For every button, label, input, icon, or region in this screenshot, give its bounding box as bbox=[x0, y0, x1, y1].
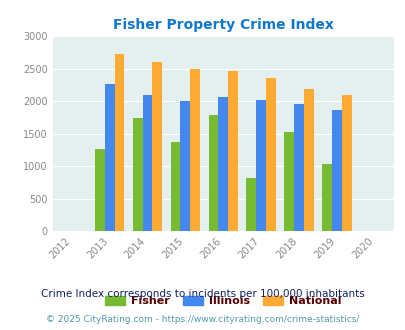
Bar bbox=[322, 164, 331, 231]
Bar bbox=[190, 69, 200, 231]
Bar bbox=[132, 118, 142, 231]
Bar bbox=[265, 78, 275, 231]
Bar bbox=[341, 95, 351, 231]
Bar bbox=[228, 71, 237, 231]
Bar bbox=[303, 89, 313, 231]
Bar bbox=[246, 178, 256, 231]
Bar bbox=[294, 105, 303, 231]
Legend: Fisher, Illinois, National: Fisher, Illinois, National bbox=[101, 291, 345, 311]
Bar bbox=[284, 132, 294, 231]
Bar bbox=[180, 101, 190, 231]
Bar bbox=[104, 84, 114, 231]
Bar bbox=[331, 110, 341, 231]
Bar bbox=[152, 62, 162, 231]
Title: Fisher Property Crime Index: Fisher Property Crime Index bbox=[113, 18, 333, 32]
Bar bbox=[218, 97, 228, 231]
Bar bbox=[95, 149, 104, 231]
Text: Crime Index corresponds to incidents per 100,000 inhabitants: Crime Index corresponds to incidents per… bbox=[41, 289, 364, 299]
Text: © 2025 CityRating.com - https://www.cityrating.com/crime-statistics/: © 2025 CityRating.com - https://www.city… bbox=[46, 315, 359, 324]
Bar bbox=[170, 142, 180, 231]
Bar bbox=[142, 95, 152, 231]
Bar bbox=[208, 115, 218, 231]
Bar bbox=[114, 54, 124, 231]
Bar bbox=[256, 100, 265, 231]
